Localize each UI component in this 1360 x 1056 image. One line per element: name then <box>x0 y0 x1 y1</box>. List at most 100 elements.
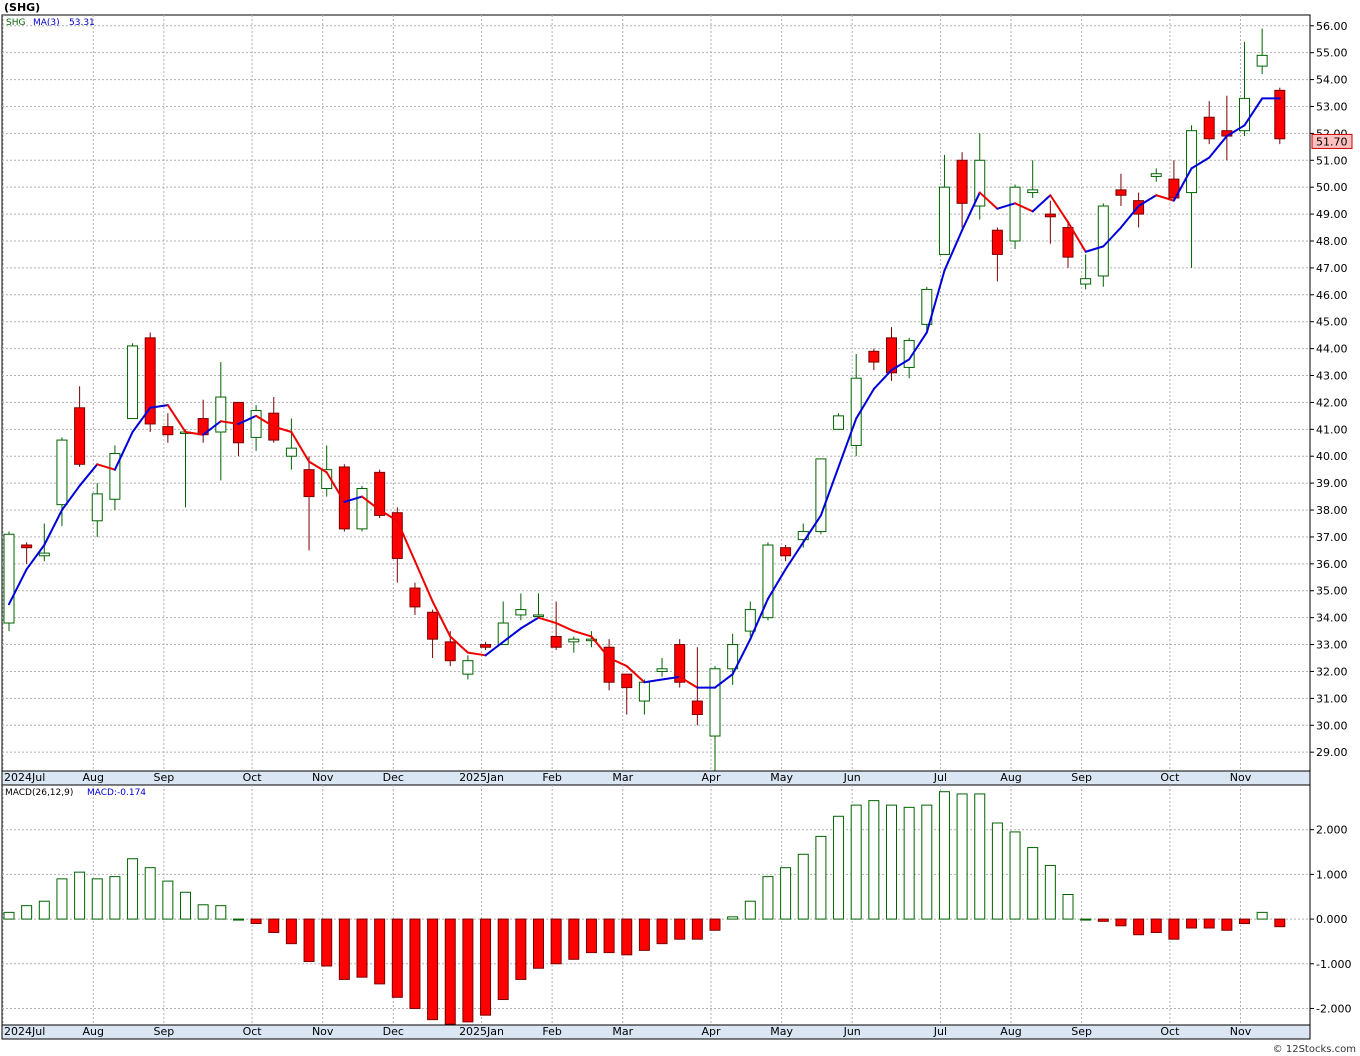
ma3-segment <box>343 495 363 503</box>
macd-bar-negative <box>250 918 262 925</box>
macd-x-tick-label: May <box>770 1025 793 1038</box>
candle-body <box>709 668 721 737</box>
ma3-segment <box>1084 245 1105 253</box>
price-x-tick-label: Aug <box>1000 771 1021 784</box>
macd-bar-negative <box>585 918 597 954</box>
candle-up <box>656 658 668 677</box>
price-y-tick-label: 54.00 <box>1316 74 1348 87</box>
price-x-tick-label: Oct <box>243 771 263 784</box>
macd-bar-negative <box>497 918 509 1001</box>
candle-down <box>868 348 880 371</box>
candle-body <box>1274 89 1286 140</box>
candle-down <box>603 639 615 691</box>
price-x-tick-label: Sep <box>153 771 174 784</box>
candle-body <box>638 681 650 702</box>
ma3-segment <box>378 509 399 522</box>
price-x-tick-labels: 2024Jul Aug Sep Oct Nov Dec 2025Jan Feb Mar Apr Ma… <box>4 771 1252 784</box>
ma3-segment <box>8 568 28 606</box>
candle-up <box>91 483 103 537</box>
candle-down <box>1203 101 1215 145</box>
candle-down <box>956 152 968 228</box>
candle-body <box>1168 178 1180 199</box>
candle-body <box>603 646 615 683</box>
candle-up <box>1027 160 1039 198</box>
macd-bar-negative <box>1221 918 1233 931</box>
candle-body <box>1203 116 1215 140</box>
candle-down <box>303 456 315 551</box>
macd-bar-positive <box>727 916 739 920</box>
candle-body <box>409 587 421 608</box>
macd-x-tick-label: 2024Jul <box>4 1025 45 1038</box>
ma3-segment <box>925 269 946 334</box>
last-price-label: 51.70 <box>1316 135 1348 148</box>
candle-body <box>691 700 703 716</box>
candle-down <box>1044 200 1056 244</box>
candle-body <box>621 673 633 689</box>
price-y-tick-label: 47.00 <box>1316 262 1348 275</box>
price-y-tick-label: 32.00 <box>1316 665 1348 678</box>
price-x-axis: 2024Jul Aug Sep Oct Nov Dec 2025Jan Feb Mar Apr Ma… <box>1 770 1311 786</box>
candle-body <box>497 622 509 646</box>
ma3-segment <box>731 638 752 676</box>
ma3-segment <box>555 622 575 633</box>
ma3-segment <box>590 635 611 660</box>
ma3-segment <box>60 484 81 512</box>
ma3-segment <box>237 414 258 425</box>
macd-bar-positive <box>850 804 862 920</box>
macd-x-tick-label: Sep <box>1071 1025 1092 1038</box>
candle-down <box>74 386 86 467</box>
price-y-tick-label: 30.00 <box>1316 719 1348 732</box>
candle-down <box>1168 160 1180 201</box>
price-y-tick-label: 48.00 <box>1316 235 1348 248</box>
candle-up <box>1239 41 1250 137</box>
ma3-segment <box>272 425 293 434</box>
macd-bar-positive <box>886 804 897 920</box>
price-y-tick-label: 50.00 <box>1316 181 1348 194</box>
macd-bar-negative <box>656 918 668 945</box>
macd-bar-negative <box>1239 918 1250 925</box>
candle-body <box>568 638 580 643</box>
macd-bar-positive <box>868 800 880 920</box>
candle-up <box>585 631 597 648</box>
candle-down <box>886 327 897 381</box>
candle-body <box>868 350 880 363</box>
candle-down <box>991 227 1003 282</box>
macd-bar-negative <box>674 918 686 940</box>
ma3-segment <box>872 369 893 390</box>
price-gridlines <box>2 15 1314 771</box>
candle-body <box>127 345 139 420</box>
macd-bar-positive <box>91 878 103 920</box>
ma3-segment <box>325 471 346 503</box>
ma3-segment <box>1049 194 1069 224</box>
macd-bar-positive <box>74 871 86 920</box>
ma3-segment <box>978 191 999 210</box>
ma3-segment <box>1190 156 1211 170</box>
price-x-tick-label: 2025Jan <box>459 771 504 784</box>
ma3-segment <box>1243 97 1264 127</box>
macd-bar-positive <box>1256 911 1268 920</box>
price-x-tick-label: Apr <box>701 771 721 784</box>
legend-ma-label: MA(3) <box>33 18 60 28</box>
price-y-tick-label: 36.00 <box>1316 558 1348 571</box>
macd-x-tick-label: Nov <box>312 1025 334 1038</box>
price-x-tick-label: May <box>770 771 793 784</box>
candle-body <box>1150 173 1162 177</box>
macd-x-tick-label: 2025Jan <box>459 1025 504 1038</box>
ma3-segment <box>678 675 699 689</box>
macd-bar-negative <box>1133 918 1145 936</box>
macd-bar-positive <box>956 793 968 920</box>
macd-bar-positive <box>162 880 174 920</box>
macd-bar-positive <box>56 878 68 920</box>
candle-down <box>691 647 703 726</box>
ma3-segment <box>184 431 205 436</box>
candle-body <box>444 641 456 662</box>
candle-up <box>356 485 368 532</box>
candle-body <box>515 609 527 616</box>
ma3-segment <box>96 463 116 471</box>
macd-bar-positive <box>109 876 121 920</box>
price-x-tick-label: Mar <box>612 771 633 784</box>
candle-body <box>250 409 262 438</box>
macd-x-axis: 2024Jul Aug Sep Oct Nov Dec 2025Jan Feb Mar Apr Ma… <box>1 1024 1311 1040</box>
macd-bar-negative <box>356 918 368 978</box>
candle-down <box>780 545 792 562</box>
